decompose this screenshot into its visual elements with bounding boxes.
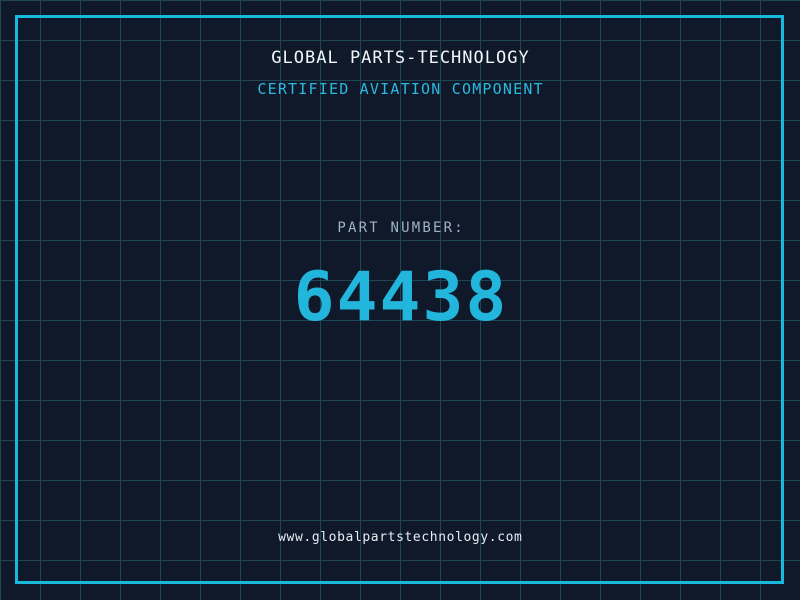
website-url: www.globalpartstechnology.com [278,530,523,545]
company-name: GLOBAL PARTS-TECHNOLOGY [271,48,530,68]
certification-subtitle: CERTIFIED AVIATION COMPONENT [257,80,544,98]
part-number-value: 64438 [293,258,509,337]
part-number-label: PART NUMBER: [337,220,465,236]
